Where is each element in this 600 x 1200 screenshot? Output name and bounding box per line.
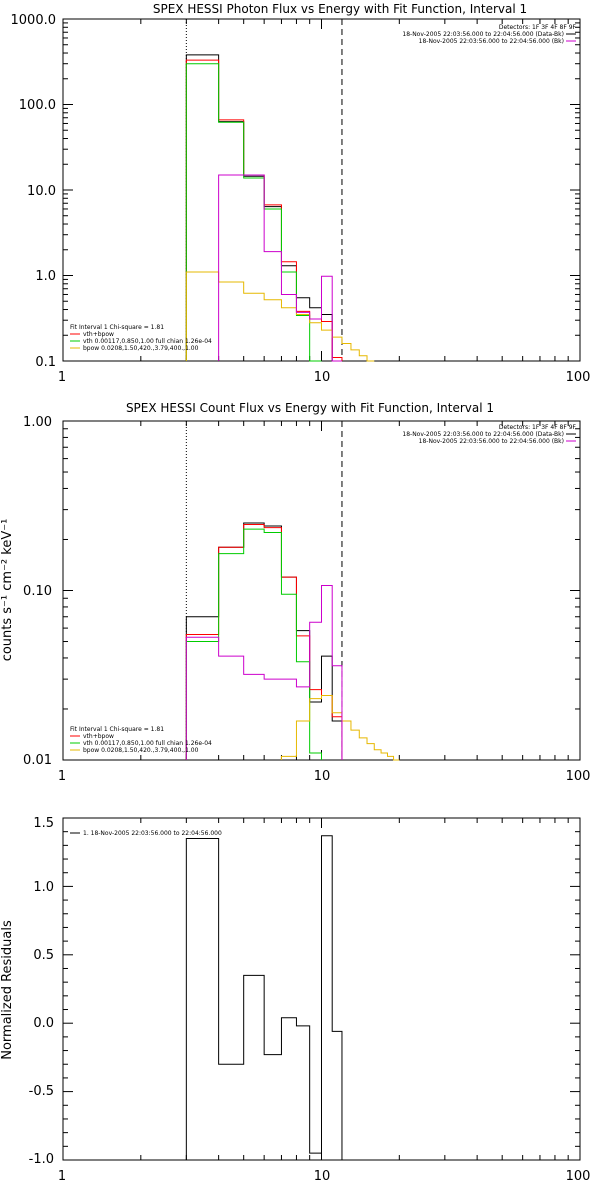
histogram-step-line [185,524,343,760]
histogram-step-line [185,585,343,760]
photon-plot-marks [62,18,581,362]
count-y-tick-label: 0.10 [23,584,52,599]
residuals-y-tick-label: -0.5 [29,1084,54,1099]
count-x-tick-label: 1 [58,769,66,784]
histogram-step-line [280,695,400,761]
histogram-step-line [185,271,375,362]
residuals-plot-marks [62,817,581,1161]
residuals-y-axis-label: Normalized Residuals [0,920,15,1060]
photon-panel-title: SPEX HESSI Photon Flux vs Energy with Fi… [153,2,527,16]
count-legend-bpow-label: bpow 0.0208,1.50,420.,3.79,400.,1.00 [83,747,199,754]
residuals-y-tick-label: 1.5 [33,816,54,831]
photon-legend-chisq: Fit Interval 1 Chi-square = 1.81 [70,324,164,331]
photon-x-tick-label: 100 [566,370,591,385]
vth-component-histogram [185,528,322,760]
photon-y-tick-label: 100.0 [19,98,56,113]
count-x-tick-label: 100 [566,769,591,784]
count-legend-detectors: Detectors: 1F 3F 4F 8F 9F [499,424,577,431]
count-legend-vth-label: vth 0.00117,0.850,1.00 full chian 1.26e-… [83,740,212,747]
residuals-y-tick-label: 1.0 [33,880,54,895]
total-fit-histogram [185,524,343,760]
residuals-histogram [185,835,343,1160]
photon-flux-panel: SPEX HESSI Photon Flux vs Energy with Fi… [11,2,591,385]
residuals-legend-label: 1. 18-Nov-2005 22:03:56.000 to 22:04:56.… [83,830,222,837]
total-fit-histogram [185,59,343,361]
vth-component-histogram [185,63,322,362]
photon-legend-total-label: vth+bpow [83,331,114,338]
photon-legend-bk-label: 18-Nov-2005 22:03:56.000 to 22:04:56.000… [419,38,564,45]
histogram-step-line [185,528,322,760]
histogram-step-line [185,59,343,361]
photon-legend-detectors: Detectors: 1F 3F 4F 8F 9F [499,24,577,31]
count-flux-panel: SPEX HESSI Count Flux vs Energy with Fit… [0,401,590,784]
residuals-x-tick-label: 1 [58,1169,66,1184]
background-histogram [185,585,343,760]
count-y-tick-label: 0.01 [23,753,52,768]
photon-y-tick-label: 1000.0 [11,13,57,28]
residuals-y-tick-label: -1.0 [29,1152,54,1167]
photon-y-tick-label: 0.1 [35,355,56,370]
count-panel-title: SPEX HESSI Count Flux vs Energy with Fit… [126,401,494,415]
residuals-y-tick-label: 0.5 [33,948,54,963]
photon-y-tick-label: 10.0 [27,184,56,199]
residuals-panel: 1 10 100 1.5 1.0 0.5 0.0 -0.5 -1.0 Norma… [0,816,590,1184]
count-legend-chisq: Fit Interval 1 Chi-square = 1.81 [70,726,164,733]
count-legend-bk-label: 18-Nov-2005 22:03:56.000 to 22:04:56.000… [419,438,564,445]
bpow-component-histogram [280,695,400,761]
photon-y-tick-label: 1.0 [35,269,56,284]
photon-x-tick-label: 10 [314,370,331,385]
count-legend-data-label: 18-Nov-2005 22:03:56.000 to 22:04:56.000… [402,431,564,438]
count-legend-total-label: vth+bpow [83,733,114,740]
bpow-component-histogram [185,271,375,362]
residuals-x-tick-label: 10 [314,1169,331,1184]
background-histogram [218,174,342,362]
count-y-axis-label: counts s⁻¹ cm⁻² keV⁻¹ [0,519,15,662]
histogram-step-line [185,835,343,1160]
count-y-tick-label: 1.00 [23,415,52,430]
histogram-step-line [218,174,342,362]
count-x-tick-label: 10 [314,769,331,784]
histogram-step-line [185,63,322,362]
residuals-y-tick-label: 0.0 [33,1016,54,1031]
photon-x-tick-label: 1 [58,370,66,385]
photon-legend-bpow-label: bpow 0.0208,1.50,420.,3.79,400.,1.00 [83,345,199,352]
photon-legend-data-label: 18-Nov-2005 22:03:56.000 to 22:04:56.000… [402,31,564,38]
photon-legend-vth-label: vth 0.00117,0.850,1.00 full chian 1.26e-… [83,338,212,345]
residuals-x-tick-label: 100 [566,1169,591,1184]
count-plot-marks [62,420,581,761]
